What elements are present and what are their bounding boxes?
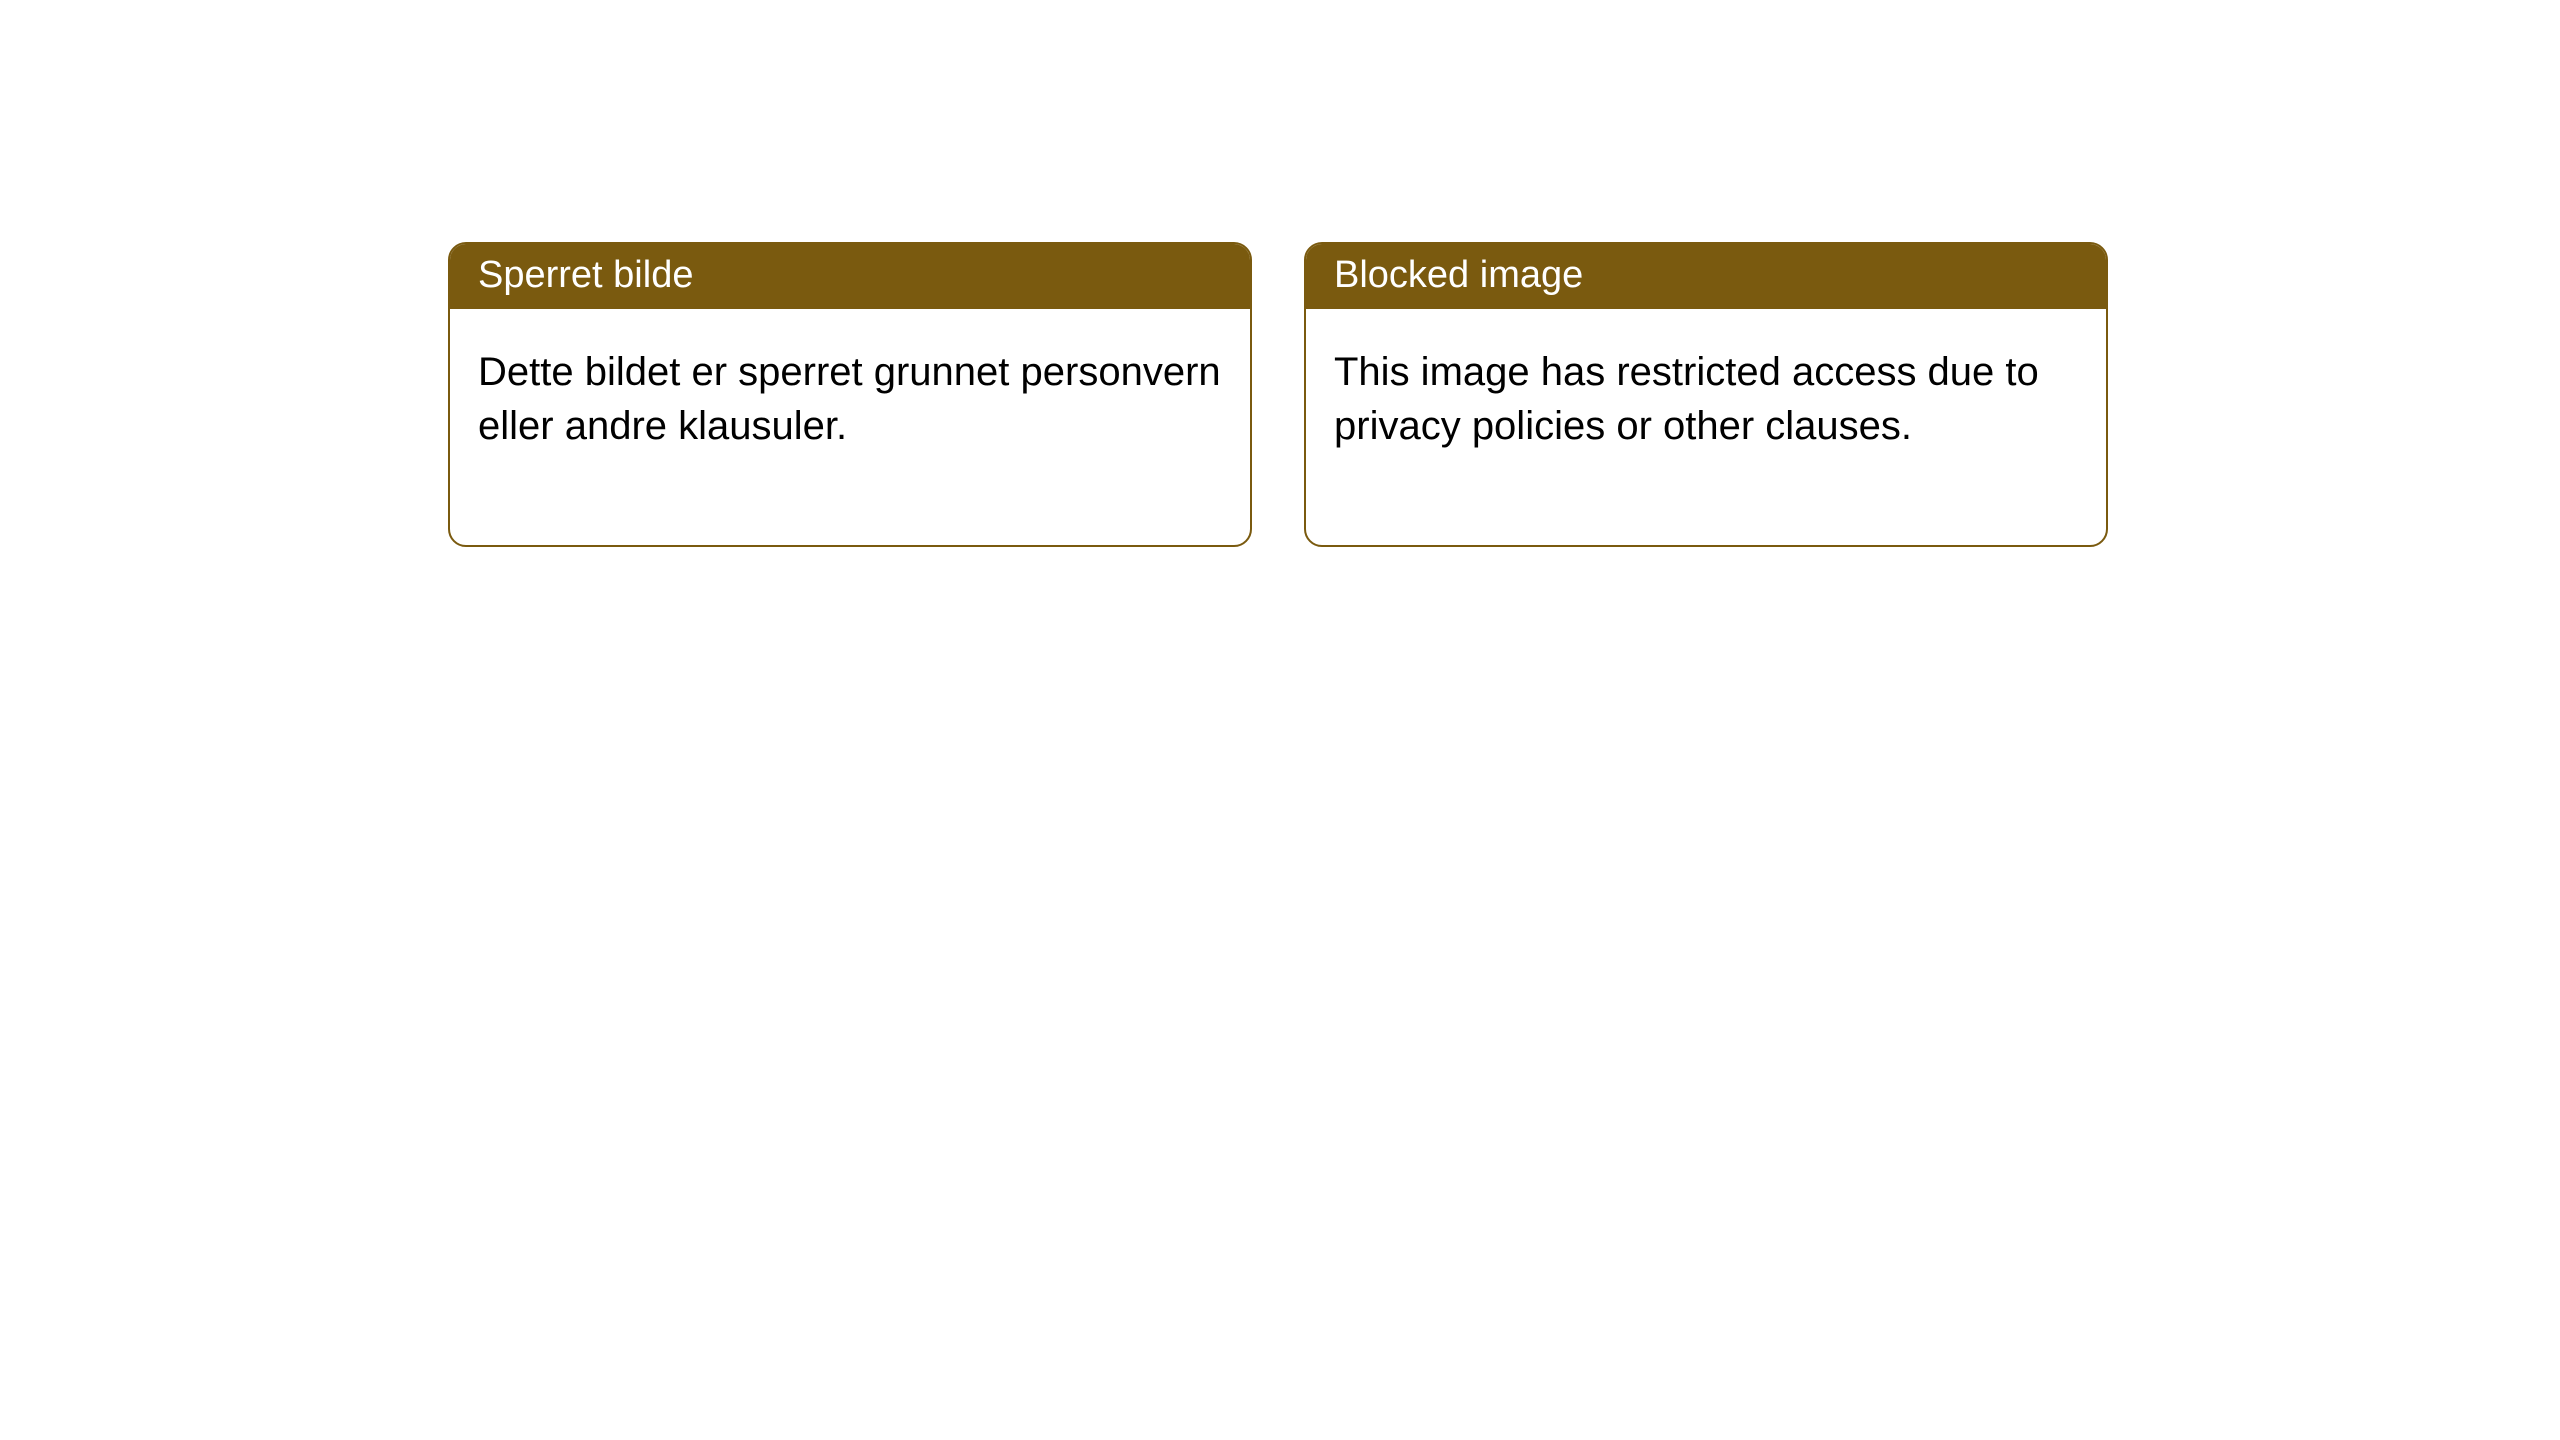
notice-body: This image has restricted access due to …: [1306, 309, 2106, 545]
notice-container: Sperret bilde Dette bildet er sperret gr…: [448, 242, 2108, 547]
notice-body: Dette bildet er sperret grunnet personve…: [450, 309, 1250, 545]
notice-header: Blocked image: [1306, 244, 2106, 309]
notice-card-norwegian: Sperret bilde Dette bildet er sperret gr…: [448, 242, 1252, 547]
notice-card-english: Blocked image This image has restricted …: [1304, 242, 2108, 547]
notice-header: Sperret bilde: [450, 244, 1250, 309]
